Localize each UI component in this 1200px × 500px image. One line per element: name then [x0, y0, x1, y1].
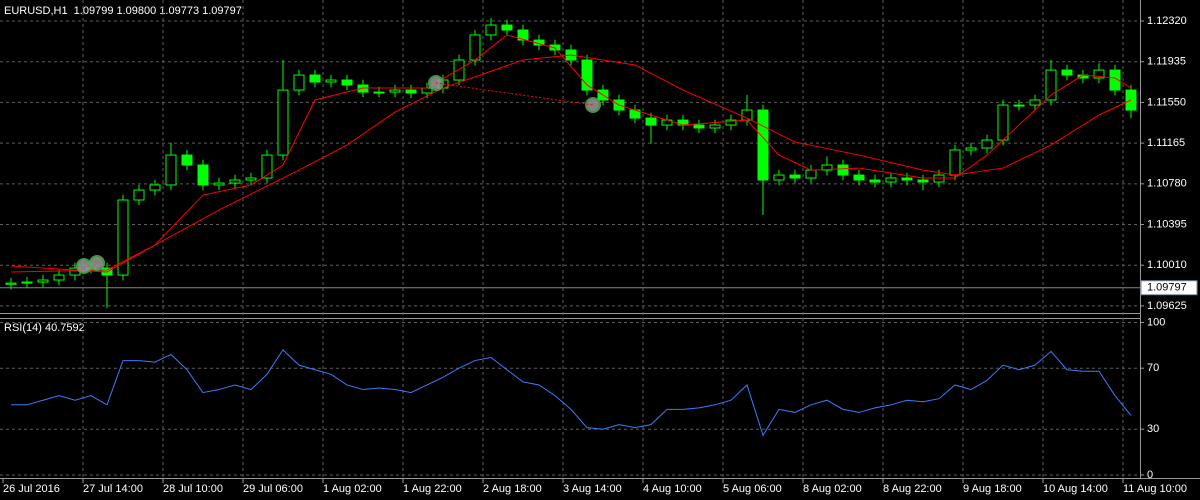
- x-tick-label: 8 Aug 22:00: [883, 483, 942, 495]
- trade-marker: [89, 255, 105, 271]
- candle-body: [917, 179, 929, 183]
- candle-body: [901, 177, 913, 181]
- candle-body: [501, 24, 513, 31]
- y-tick-label: 70: [1147, 362, 1159, 374]
- candle-body: [869, 179, 881, 183]
- candle-body: [981, 139, 993, 149]
- candle-body: [1029, 99, 1041, 106]
- candle-body: [245, 177, 257, 181]
- trade-marker: [76, 258, 92, 274]
- candle-body: [645, 117, 657, 126]
- candle-body: [949, 149, 961, 176]
- x-tick-label: 9 Aug 18:00: [963, 483, 1022, 495]
- y-tick-label: 1.09625: [1147, 300, 1187, 312]
- candle-body: [117, 199, 129, 276]
- candle-body: [181, 154, 193, 166]
- candle-body: [469, 34, 481, 61]
- candle-body: [725, 119, 737, 126]
- current-price-box: [1140, 280, 1198, 296]
- x-tick-label: 5 Aug 06:00: [723, 483, 782, 495]
- candle-body: [789, 174, 801, 179]
- trade-link: [435, 82, 594, 106]
- candle-body: [933, 174, 945, 183]
- x-tick-label: 11 Aug 10:00: [1123, 483, 1187, 495]
- candle-body: [821, 164, 833, 171]
- x-tick-label: 29 Jul 06:00: [243, 483, 303, 495]
- chart-title: EURUSD,H1 1.09799 1.09800 1.09773 1.0979…: [4, 5, 242, 17]
- candle-body: [389, 89, 401, 93]
- y-tick-label: 1.11165: [1147, 137, 1185, 149]
- candle-body: [997, 104, 1009, 141]
- y-tick-label: 30: [1147, 423, 1159, 435]
- candle-body: [133, 189, 145, 201]
- candle-body: [229, 179, 241, 184]
- candle-body: [805, 169, 817, 179]
- trade-marker: [585, 97, 601, 113]
- x-tick-label: 27 Jul 14:00: [83, 483, 143, 495]
- candle-body: [53, 274, 65, 281]
- candle-body: [1109, 69, 1121, 91]
- candle-body: [21, 281, 33, 284]
- candle-body: [485, 24, 497, 36]
- candle-body: [853, 174, 865, 181]
- candle-body: [693, 124, 705, 129]
- candle-body: [37, 279, 49, 283]
- moving-average: [10, 34, 1132, 273]
- x-tick-label: 1 Aug 22:00: [403, 483, 462, 495]
- x-tick-label: 4 Aug 10:00: [643, 483, 702, 495]
- candle-body: [309, 74, 321, 83]
- x-tick-label: 8 Aug 02:00: [803, 483, 862, 495]
- y-tick-label: 1.11935: [1147, 56, 1186, 68]
- candle-body: [1061, 69, 1073, 76]
- candle-body: [213, 182, 225, 186]
- x-tick-label: 10 Aug 14:00: [1043, 483, 1108, 495]
- x-tick-label: 2 Aug 18:00: [483, 483, 542, 495]
- x-tick-label: 3 Aug 14:00: [563, 483, 622, 495]
- y-tick-label: 1.10010: [1147, 259, 1187, 271]
- candle-body: [1093, 69, 1105, 79]
- y-tick-label: 100: [1147, 316, 1165, 328]
- candle-body: [405, 89, 417, 94]
- candle-body: [197, 164, 209, 186]
- candle-body: [373, 91, 385, 94]
- moving-average: [10, 54, 1132, 273]
- current-price-label: 1.09797: [1147, 282, 1187, 294]
- candle-body: [165, 154, 177, 186]
- candle-body: [261, 154, 273, 179]
- x-tick-label: 26 Jul 2016: [3, 483, 60, 495]
- candle-body: [757, 109, 769, 181]
- y-tick-label: 1.10395: [1147, 218, 1187, 230]
- candle-body: [581, 59, 593, 91]
- x-tick-label: 28 Jul 10:00: [163, 483, 223, 495]
- candle-body: [709, 124, 721, 129]
- candle-body: [453, 59, 465, 81]
- y-tick-label: 0: [1147, 469, 1153, 481]
- candle-body: [277, 89, 289, 156]
- candle-body: [5, 282, 17, 285]
- candle-body: [965, 147, 977, 151]
- y-tick-label: 1.11550: [1147, 96, 1186, 108]
- candle-body: [837, 164, 849, 176]
- x-tick-label: 1 Aug 02:00: [323, 483, 382, 495]
- candle-body: [885, 177, 897, 183]
- indicator-line: [11, 349, 1132, 437]
- candle-body: [325, 79, 337, 83]
- candle-body: [517, 29, 529, 41]
- y-tick-label: 1.12320: [1147, 15, 1187, 27]
- candle-body: [773, 174, 785, 181]
- candle-body: [1045, 69, 1057, 101]
- indicator-title: RSI(14) 40.7592: [4, 322, 85, 334]
- candle-body: [293, 74, 305, 91]
- y-tick-label: 1.10780: [1147, 178, 1187, 190]
- candle-body: [149, 184, 161, 191]
- candle-body: [1013, 104, 1025, 107]
- candle-body: [341, 79, 353, 86]
